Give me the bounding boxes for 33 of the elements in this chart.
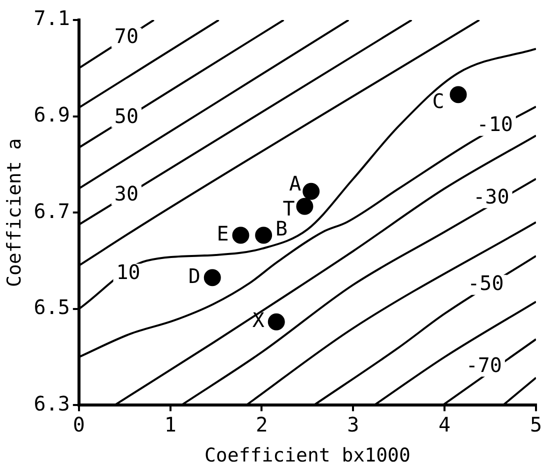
x-tick-label: 1: [164, 412, 176, 436]
x-tick-label: 4: [438, 412, 451, 436]
annotation: -50: [468, 271, 504, 296]
y-tick-label: 6.5: [34, 295, 70, 320]
y-tick-label: 6.9: [34, 102, 70, 127]
x-tick-label: 5: [530, 412, 542, 436]
annotation: -70: [466, 352, 502, 377]
point: [268, 313, 285, 330]
annotation: -30: [473, 184, 510, 208]
series-label: D: [188, 264, 200, 288]
annotation: -10: [476, 112, 513, 136]
series-label: A: [289, 172, 302, 196]
annotation: 30: [114, 181, 139, 206]
series-label: C: [432, 88, 444, 113]
point: [204, 269, 221, 286]
series-label: E: [216, 221, 229, 246]
x-tick-label: 2: [256, 412, 268, 436]
point: [255, 226, 272, 244]
point: [296, 198, 314, 215]
y-tick-label: 7.1: [34, 6, 70, 30]
annotation: 50: [114, 104, 139, 128]
y-tick-label: 6.3: [34, 391, 70, 416]
x-tick-label: 0: [72, 412, 85, 436]
point: [232, 226, 250, 244]
x-tick-label: 3: [347, 412, 360, 436]
y-tick-label: 6.7: [34, 198, 70, 223]
y-axis-title: Coefficient a: [3, 138, 26, 287]
point: [450, 86, 467, 104]
annotation: 10: [116, 260, 140, 284]
series-label: X: [252, 308, 264, 332]
annotation: 70: [114, 24, 139, 48]
point: [302, 182, 320, 200]
x-axis-title: Coefficient bx1000: [204, 444, 410, 467]
